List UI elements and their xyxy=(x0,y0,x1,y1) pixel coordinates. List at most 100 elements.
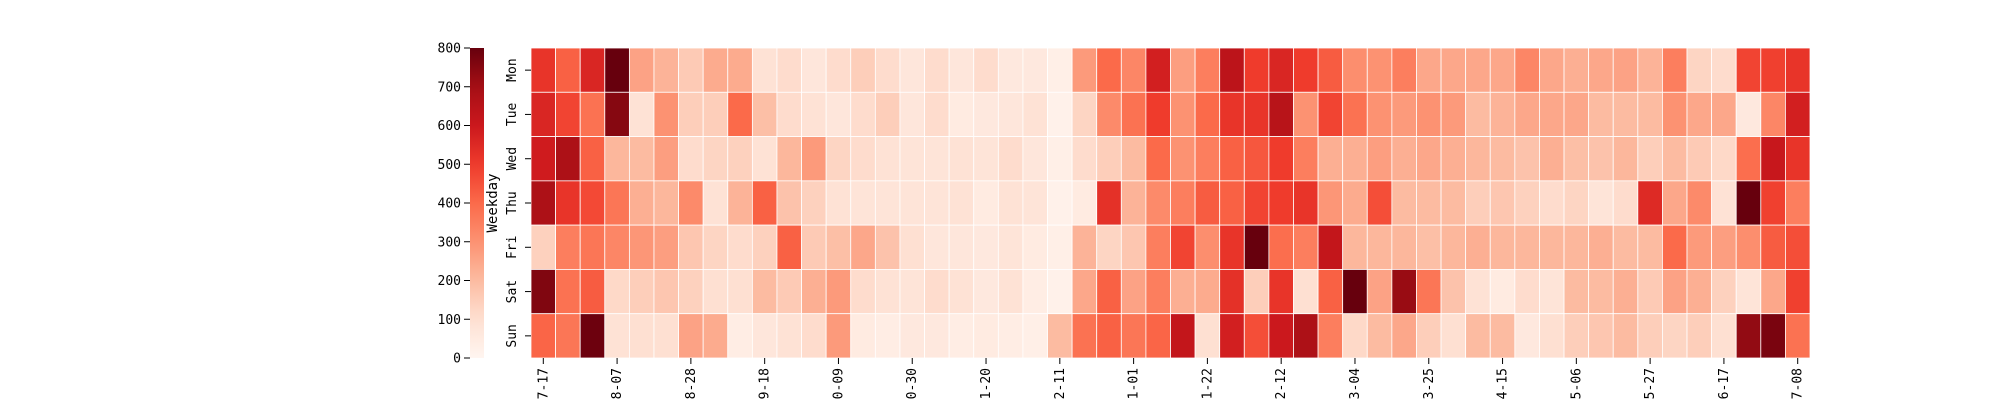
heatmap-cell xyxy=(628,313,655,359)
heatmap-cell xyxy=(628,91,655,137)
heatmap-cell xyxy=(1662,313,1688,359)
heatmap-cell xyxy=(1735,224,1762,270)
heatmap-cell xyxy=(1489,136,1516,182)
heatmap-cell xyxy=(1711,91,1737,137)
heatmap-cell xyxy=(1760,91,1786,137)
heatmap-cell xyxy=(1662,47,1688,93)
x-tick-label: 4-15 xyxy=(1496,368,1511,399)
heatmap-cell xyxy=(1465,91,1491,137)
heatmap-cell xyxy=(1612,47,1639,93)
heatmap-cell xyxy=(579,47,606,93)
heatmap-cell xyxy=(1711,47,1737,93)
heatmap-cell xyxy=(1317,313,1344,359)
heatmap-cell xyxy=(1711,180,1737,226)
heatmap-cell xyxy=(825,47,852,93)
heatmap-cell xyxy=(1760,180,1786,226)
heatmap-cell xyxy=(1342,313,1368,359)
heatmap-cell xyxy=(1465,180,1491,226)
heatmap-cell xyxy=(1268,313,1294,359)
heatmap-cell xyxy=(997,47,1024,93)
heatmap-cell xyxy=(1465,224,1491,270)
heatmap-cell xyxy=(997,224,1024,270)
heatmap-cell xyxy=(1563,269,1590,315)
heatmap-cell xyxy=(899,313,925,359)
x-tick-label: 5-27 xyxy=(1643,368,1658,399)
heatmap-cell xyxy=(1096,91,1122,137)
x-tick-label: 6-17 xyxy=(1717,368,1732,399)
heatmap-cell xyxy=(801,91,827,137)
heatmap-cell xyxy=(850,313,876,359)
heatmap-cell xyxy=(1194,269,1221,315)
heatmap-cell xyxy=(825,269,852,315)
heatmap-cell xyxy=(1366,313,1393,359)
heatmap-cell xyxy=(1785,47,1811,93)
heatmap-cell xyxy=(1760,224,1786,270)
heatmap-cell xyxy=(653,136,679,182)
heatmap-cell xyxy=(1735,91,1762,137)
heatmap-cell xyxy=(1588,91,1614,137)
heatmap-cell xyxy=(1711,269,1737,315)
heatmap-cell xyxy=(727,224,753,270)
heatmap-cell xyxy=(1514,136,1540,182)
heatmap-cell xyxy=(702,269,729,315)
heatmap-cell xyxy=(530,47,557,93)
heatmap-cell xyxy=(1416,180,1442,226)
heatmap-cell xyxy=(801,136,827,182)
heatmap-cell xyxy=(1120,269,1147,315)
heatmap-cell xyxy=(776,313,802,359)
heatmap-cell xyxy=(1145,313,1171,359)
heatmap-cell xyxy=(1096,180,1122,226)
heatmap-cell xyxy=(1416,47,1442,93)
heatmap-cell xyxy=(1637,313,1663,359)
heatmap-cell xyxy=(1047,224,1073,270)
heatmap-cell xyxy=(874,313,901,359)
heatmap-cell xyxy=(1170,47,1196,93)
heatmap-cell xyxy=(604,269,630,315)
heatmap-cell xyxy=(1170,180,1196,226)
heatmap-cell xyxy=(874,224,901,270)
heatmap-cell xyxy=(1563,47,1590,93)
heatmap-cell xyxy=(1662,91,1688,137)
heatmap-cell xyxy=(1563,136,1590,182)
y-axis-title: Weekday xyxy=(485,173,501,232)
heatmap-cell xyxy=(1416,136,1442,182)
heatmap-cell xyxy=(1120,224,1147,270)
heatmap-cell xyxy=(1514,224,1540,270)
heatmap-cell xyxy=(751,224,778,270)
heatmap-cells xyxy=(530,47,1811,359)
heatmap-cell xyxy=(1785,136,1811,182)
heatmap-cell xyxy=(727,136,753,182)
heatmap-cell xyxy=(653,269,679,315)
heatmap-cell xyxy=(850,180,876,226)
heatmap-cell xyxy=(1194,136,1221,182)
heatmap-cell xyxy=(628,224,655,270)
heatmap-cell xyxy=(997,269,1024,315)
heatmap-cell xyxy=(1686,224,1713,270)
heatmap-cell xyxy=(555,91,581,137)
heatmap-cell xyxy=(1785,180,1811,226)
heatmap-cell xyxy=(1145,136,1171,182)
heatmap-cell xyxy=(1022,136,1048,182)
heatmap-cell xyxy=(1293,313,1319,359)
heatmap-cell xyxy=(1366,136,1393,182)
heatmap-cell xyxy=(1785,91,1811,137)
heatmap-cell xyxy=(1219,313,1245,359)
heatmap-cell xyxy=(1243,313,1270,359)
heatmap-cell xyxy=(1219,136,1245,182)
x-tick-label: 9-18 xyxy=(758,368,773,399)
x-tick-label: 0-30 xyxy=(905,368,920,399)
heatmap-cell xyxy=(825,136,852,182)
heatmap-cell xyxy=(555,224,581,270)
heatmap-cell xyxy=(702,180,729,226)
heatmap-cell xyxy=(1686,91,1713,137)
heatmap-cell xyxy=(653,313,679,359)
x-axis: 7-17 8-07 8-28 9-18 0-09 0-30 1-20 2-11 1-01 1-22… xyxy=(536,358,1806,399)
heatmap-cell xyxy=(948,136,975,182)
heatmap-cell xyxy=(1120,313,1147,359)
heatmap-cell xyxy=(1317,180,1344,226)
heatmap-cell xyxy=(1047,47,1073,93)
heatmap-cell xyxy=(1539,180,1565,226)
heatmap-cell xyxy=(1243,47,1270,93)
x-tick-label: 3-25 xyxy=(1422,368,1437,399)
heatmap-cell xyxy=(801,313,827,359)
